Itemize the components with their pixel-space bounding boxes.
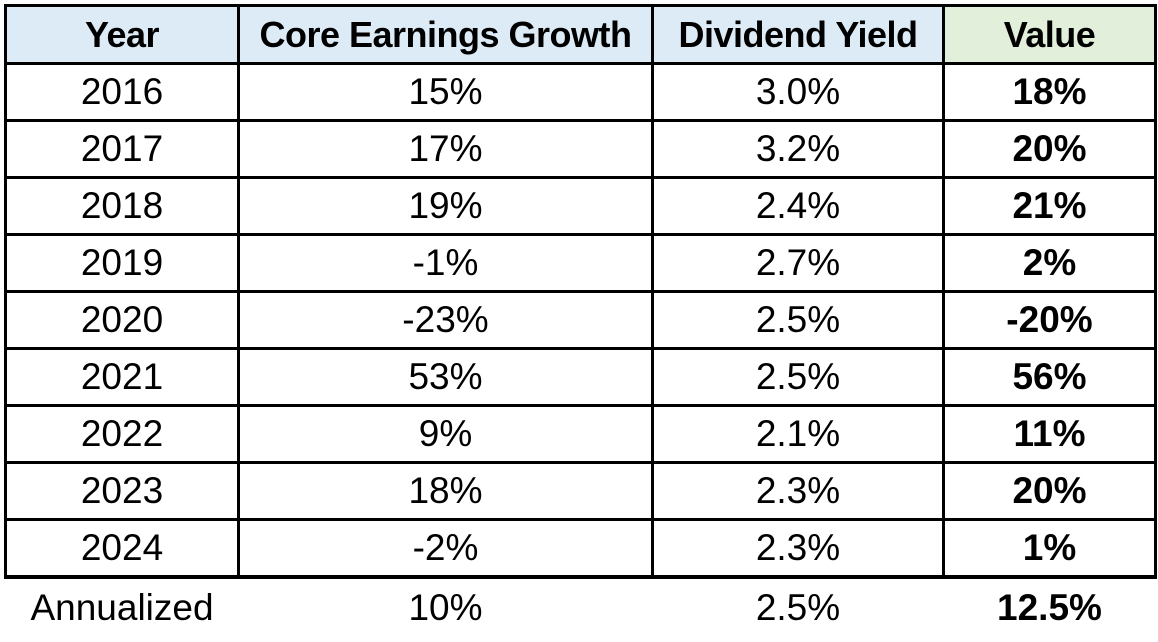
dividend-yield-cell: 2.3% — [651, 461, 945, 521]
core-earnings-growth-cell: -1% — [237, 233, 654, 293]
annualized-core-earnings-growth-cell: 10% — [238, 577, 653, 637]
dividend-yield-cell: 2.1% — [651, 404, 945, 464]
core-earnings-growth-cell: -23% — [237, 290, 654, 350]
core-earnings-growth-cell: 53% — [237, 347, 654, 407]
table-row: 2017 17% 3.2% 20% — [4, 119, 1157, 179]
value-cell: 21% — [942, 176, 1157, 236]
core-earnings-growth-cell: 9% — [237, 404, 654, 464]
dividend-yield-cell: 3.2% — [651, 119, 945, 179]
header-cell-dividend-yield: Dividend Yield — [651, 4, 945, 65]
value-cell: 2% — [942, 233, 1157, 293]
year-cell: 2016 — [4, 62, 240, 122]
dividend-yield-cell: 2.4% — [651, 176, 945, 236]
table-row: 2022 9% 2.1% 11% — [4, 404, 1157, 464]
core-earnings-growth-cell: 18% — [237, 461, 654, 521]
dividend-yield-cell: 3.0% — [651, 62, 945, 122]
header-cell-value: Value — [942, 4, 1157, 65]
value-cell: 18% — [942, 62, 1157, 122]
annualized-label-cell: Annualized — [5, 577, 239, 637]
table-row: 2023 18% 2.3% 20% — [4, 461, 1157, 521]
year-cell: 2018 — [4, 176, 240, 236]
header-row: Year Core Earnings Growth Dividend Yield… — [4, 4, 1157, 65]
table-row: 2016 15% 3.0% 18% — [4, 62, 1157, 122]
header-cell-core-earnings-growth: Core Earnings Growth — [237, 4, 654, 65]
core-earnings-growth-cell: -2% — [237, 518, 654, 579]
year-cell: 2020 — [4, 290, 240, 350]
year-cell: 2019 — [4, 233, 240, 293]
table-row: 2024 -2% 2.3% 1% — [4, 518, 1157, 579]
value-cell: -20% — [942, 290, 1157, 350]
year-cell: 2017 — [4, 119, 240, 179]
year-cell: 2023 — [4, 461, 240, 521]
year-cell: 2022 — [4, 404, 240, 464]
annualized-value-cell: 12.5% — [943, 577, 1156, 637]
table-row: 2020 -23% 2.5% -20% — [4, 290, 1157, 350]
value-cell: 56% — [942, 347, 1157, 407]
value-cell: 20% — [942, 119, 1157, 179]
table-row: 2018 19% 2.4% 21% — [4, 176, 1157, 236]
dividend-yield-cell: 2.7% — [651, 233, 945, 293]
year-cell: 2021 — [4, 347, 240, 407]
value-cell: 11% — [942, 404, 1157, 464]
value-cell: 20% — [942, 461, 1157, 521]
core-earnings-growth-cell: 17% — [237, 119, 654, 179]
year-cell: 2024 — [4, 518, 240, 579]
dividend-yield-cell: 2.3% — [651, 518, 945, 579]
annual-returns-table: Year Core Earnings Growth Dividend Yield… — [4, 4, 1157, 637]
header-cell-year: Year — [4, 4, 240, 65]
table-row: 2021 53% 2.5% 56% — [4, 347, 1157, 407]
dividend-yield-cell: 2.5% — [651, 290, 945, 350]
core-earnings-growth-cell: 15% — [237, 62, 654, 122]
annualized-dividend-yield-cell: 2.5% — [652, 577, 944, 637]
value-cell: 1% — [942, 518, 1157, 579]
dividend-yield-cell: 2.5% — [651, 347, 945, 407]
annualized-row: Annualized 10% 2.5% 12.5% — [5, 577, 1156, 637]
core-earnings-growth-cell: 19% — [237, 176, 654, 236]
table-row: 2019 -1% 2.7% 2% — [4, 233, 1157, 293]
